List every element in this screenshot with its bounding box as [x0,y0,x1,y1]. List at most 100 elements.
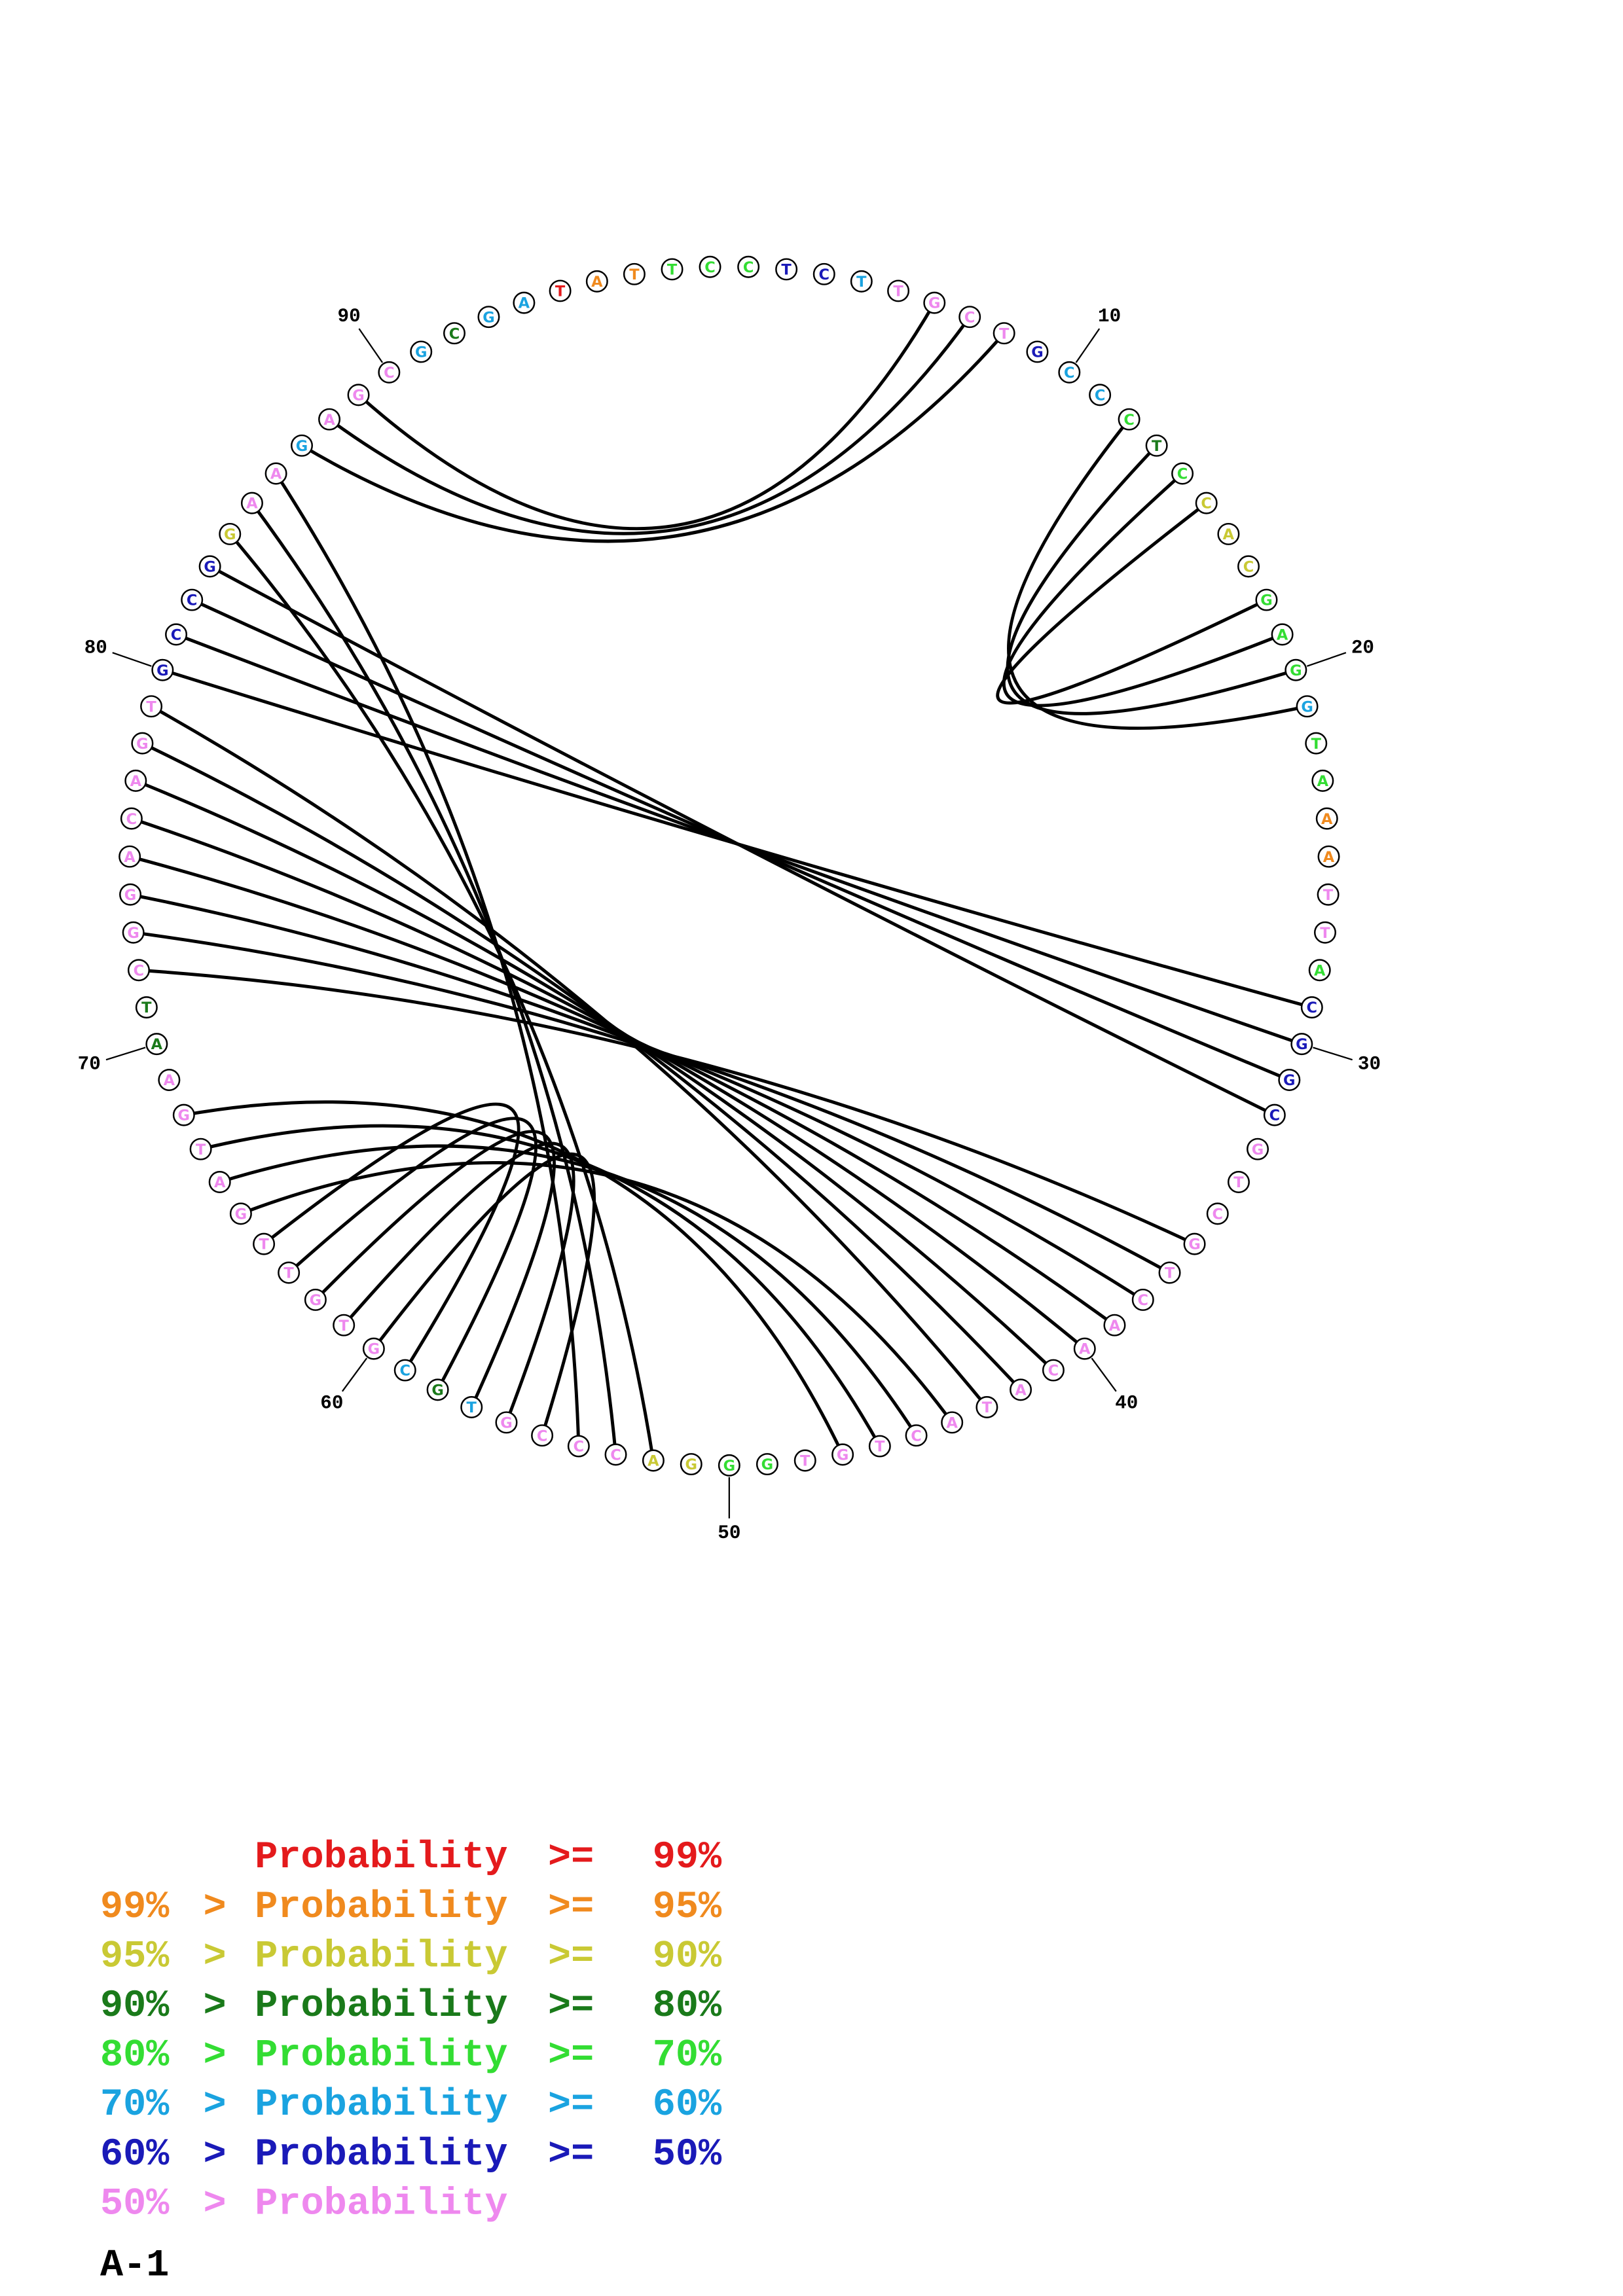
nucleotide-circle [495,1411,518,1434]
base-pair-arc [301,332,1006,543]
nucleotide-circle [127,959,150,982]
nucleotide-circle [623,262,646,285]
nucleotide-circle [567,1435,590,1458]
nucleotide-base: C [610,1446,621,1463]
legend-ge: >= [548,1835,594,1879]
position-tick [105,1047,146,1061]
nucleotide-base: T [1311,736,1322,753]
base-pair-arc [342,1141,575,1424]
base-pair-arc [1006,444,1297,715]
legend-label: Probability [255,1934,507,1978]
nucleotide-circle [1271,623,1294,646]
nucleotide-circle [151,658,174,681]
nucleotide-circle [264,462,287,485]
nucleotide-circle [477,306,500,329]
nucleotide-base: A [1015,1382,1027,1399]
base-pair-arc [263,1102,520,1371]
nucleotide-base: T [667,262,678,279]
nucleotide-base: A [1223,526,1235,543]
nucleotide-base: A [946,1414,958,1431]
legend-label: Probability [255,1984,507,2028]
nucleotide-circle [378,361,401,384]
nucleotide-base: C [1201,495,1212,512]
nucleotide-base: A [1321,811,1333,828]
nucleotide-circle [304,1288,327,1311]
nucleotide-circle [1171,462,1194,485]
legend-prefix: 95% [100,1934,170,1978]
legend-prefix: 50% [100,2181,170,2225]
nucleotide-circle [460,1396,483,1419]
nucleotide-circle [1058,361,1081,384]
nucleotide-base: C [704,259,716,276]
legend-gt: > [204,2083,227,2126]
nucleotide-base: A [1277,627,1288,644]
nucleotide-base: T [339,1318,350,1335]
nucleotide-circle [604,1443,627,1466]
base-pair-arc [328,315,972,535]
nucleotide-circle [181,588,204,611]
position-tick [112,652,152,667]
nucleotide-circle [131,732,154,755]
nucleotide-circle [145,1033,168,1056]
legend-label: Probability [255,1835,507,1879]
nucleotide-circle [1255,588,1278,611]
nucleotide-circle [1278,1069,1301,1092]
nucleotide-base: G [500,1414,512,1431]
nucleotide-base: G [156,662,168,679]
nucleotide-circle [793,1449,816,1472]
legend-value: 90% [653,1934,722,1978]
nucleotide-circle [850,270,873,293]
nucleotide-base: C [1307,999,1318,1016]
nucleotide-circle [1285,658,1307,681]
legend-gt: > [204,1984,227,2028]
nucleotide-base: T [1165,1265,1175,1282]
nucleotide-circle [333,1314,356,1336]
nucleotide-base: G [837,1446,848,1463]
nucleotide-circle [198,555,221,578]
nucleotide-base: T [141,999,152,1016]
probability-legend: Probability >= 99% 99% > Probability >= 95% 95% >… [100,1835,722,2225]
nucleotide-base: A [214,1174,226,1191]
base-pair-arc [372,1152,596,1436]
legend-value: 70% [653,2034,722,2077]
base-pair-arc [150,705,989,1408]
nucleotide-base: C [964,309,976,326]
nucleotide-base: T [800,1453,811,1470]
position-tick [341,1357,368,1392]
legend-ge: >= [548,2034,594,2077]
nucleotide-circle [1158,1261,1181,1284]
legend-label: Probability [255,1885,507,1929]
nucleotide-base: C [134,962,145,979]
nucleotide-base: C [449,325,460,342]
base-pair-arc [162,668,1313,1009]
base-pair-arc [183,1100,845,1456]
nucleotide-base: C [1123,412,1135,429]
nucleotide-base: G [483,309,494,326]
nucleotide-circle [158,1069,181,1092]
position-tick [1075,328,1101,363]
nucleotide-base: G [1290,662,1302,679]
nucleotide-base: T [629,266,640,283]
nucleotide-circle [923,291,946,314]
nucleotide-circle [1145,434,1168,457]
base-pair-arc [314,1130,556,1408]
nucleotide-base: A [1323,849,1335,866]
nucleotide-base: A [1314,962,1326,979]
nucleotide-base: A [246,495,258,512]
nucleotide-base: G [127,925,139,942]
nucleotide-circle [1217,522,1240,545]
legend-prefix: 60% [100,2132,170,2176]
nucleotide-circle [941,1411,964,1434]
legend-ge: >= [548,1984,594,2028]
legend-prefix: 70% [100,2083,170,2126]
nucleotide-circle [393,1359,416,1382]
base-pair-arc [996,501,1267,705]
nucleotide-circle [443,322,465,345]
nucleotide-base: G [136,736,148,753]
legend-value: 95% [653,1885,722,1929]
nucleotide-circle [868,1435,891,1458]
nucleotide-circle [1311,769,1334,792]
nucleotide-base: T [146,698,156,715]
nucleotide-circle [958,306,981,329]
nucleotide-base: C [574,1439,585,1456]
